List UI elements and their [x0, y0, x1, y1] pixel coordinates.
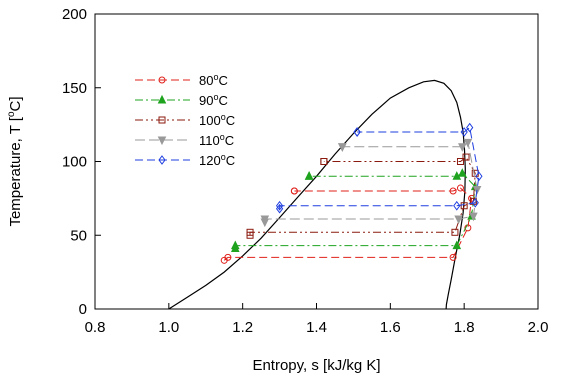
- x-tick-label: 1.2: [232, 319, 253, 336]
- data-point: [466, 122, 474, 133]
- legend-label: 110oC: [199, 132, 234, 148]
- data-point: [471, 197, 479, 208]
- series-1: [220, 184, 476, 264]
- data-point: [460, 127, 468, 137]
- data-point: [320, 158, 328, 165]
- data-point: [158, 155, 166, 165]
- data-point: [463, 138, 473, 148]
- data-point: [158, 116, 166, 124]
- data-point: [353, 127, 361, 137]
- x-tick-label: 1.8: [454, 319, 475, 336]
- data-point: [224, 253, 232, 261]
- legend-item: 120oC: [135, 152, 235, 168]
- series-line: [223, 187, 473, 261]
- legend-item: 100oC: [135, 112, 235, 128]
- data-point: [452, 171, 462, 180]
- data-point: [452, 240, 462, 250]
- legend: 80oC 90oC 100oC 110oC 120oC: [135, 72, 235, 168]
- y-tick-label: 50: [70, 227, 87, 244]
- data-point: [458, 168, 467, 177]
- legend-item: 110oC: [135, 132, 234, 148]
- series-5: [275, 122, 483, 214]
- data-point: [320, 158, 328, 165]
- y-axis: 0 50 100 150 200: [62, 6, 101, 318]
- data-point: [449, 253, 457, 261]
- legend-label: 90oC: [199, 92, 228, 108]
- series-4: [260, 138, 482, 228]
- data-point: [460, 202, 468, 210]
- x-tick-label: 1.0: [158, 319, 179, 336]
- data-point: [290, 187, 298, 195]
- data-point: [462, 153, 470, 161]
- data-point: [458, 143, 467, 152]
- series-line: [264, 141, 478, 222]
- data-point: [469, 212, 478, 222]
- x-tick-label: 1.6: [380, 319, 401, 336]
- data-point: [456, 184, 464, 192]
- legend-item: 90oC: [135, 92, 228, 108]
- data-point: [158, 76, 166, 84]
- x-tick-label: 1.4: [306, 319, 327, 336]
- data-point: [456, 158, 464, 165]
- y-tick-label: 0: [79, 301, 87, 318]
- data-point: [454, 215, 463, 225]
- data-point: [338, 143, 347, 152]
- series-3: [246, 153, 479, 239]
- data-point: [246, 228, 254, 236]
- saturation-dome-line: [168, 79, 466, 309]
- data-point: [260, 215, 270, 225]
- y-axis-title: Temperature, T [oC]: [6, 96, 24, 226]
- y-tick-label: 100: [62, 154, 87, 171]
- series-line: [249, 156, 476, 236]
- data-point: [464, 224, 472, 232]
- data-point: [157, 136, 167, 146]
- x-tick-label: 0.8: [85, 319, 106, 336]
- legend-label: 80oC: [199, 72, 228, 88]
- series-line: [279, 126, 480, 209]
- legend-label: 100oC: [199, 112, 235, 128]
- plot-content: [168, 79, 483, 309]
- legend-item: 80oC: [135, 72, 228, 88]
- y-tick-label: 200: [62, 6, 87, 23]
- series-line: [234, 172, 476, 249]
- data-point: [304, 171, 314, 180]
- data-point: [275, 200, 284, 211]
- data-point: [157, 94, 167, 104]
- x-tick-label: 2.0: [528, 319, 549, 336]
- data-point: [230, 240, 240, 250]
- legend-label: 120oC: [199, 152, 235, 168]
- series-2: [230, 168, 480, 253]
- y-tick-label: 150: [62, 80, 87, 97]
- data-point: [475, 171, 483, 182]
- data-point: [451, 228, 459, 236]
- data-point: [453, 200, 461, 211]
- data-point: [449, 187, 457, 195]
- x-axis-title: Entropy, s [kJ/kg K]: [252, 357, 380, 374]
- x-axis: 0.8 1.0 1.2 1.4 1.6 1.8 2.0: [85, 303, 549, 336]
